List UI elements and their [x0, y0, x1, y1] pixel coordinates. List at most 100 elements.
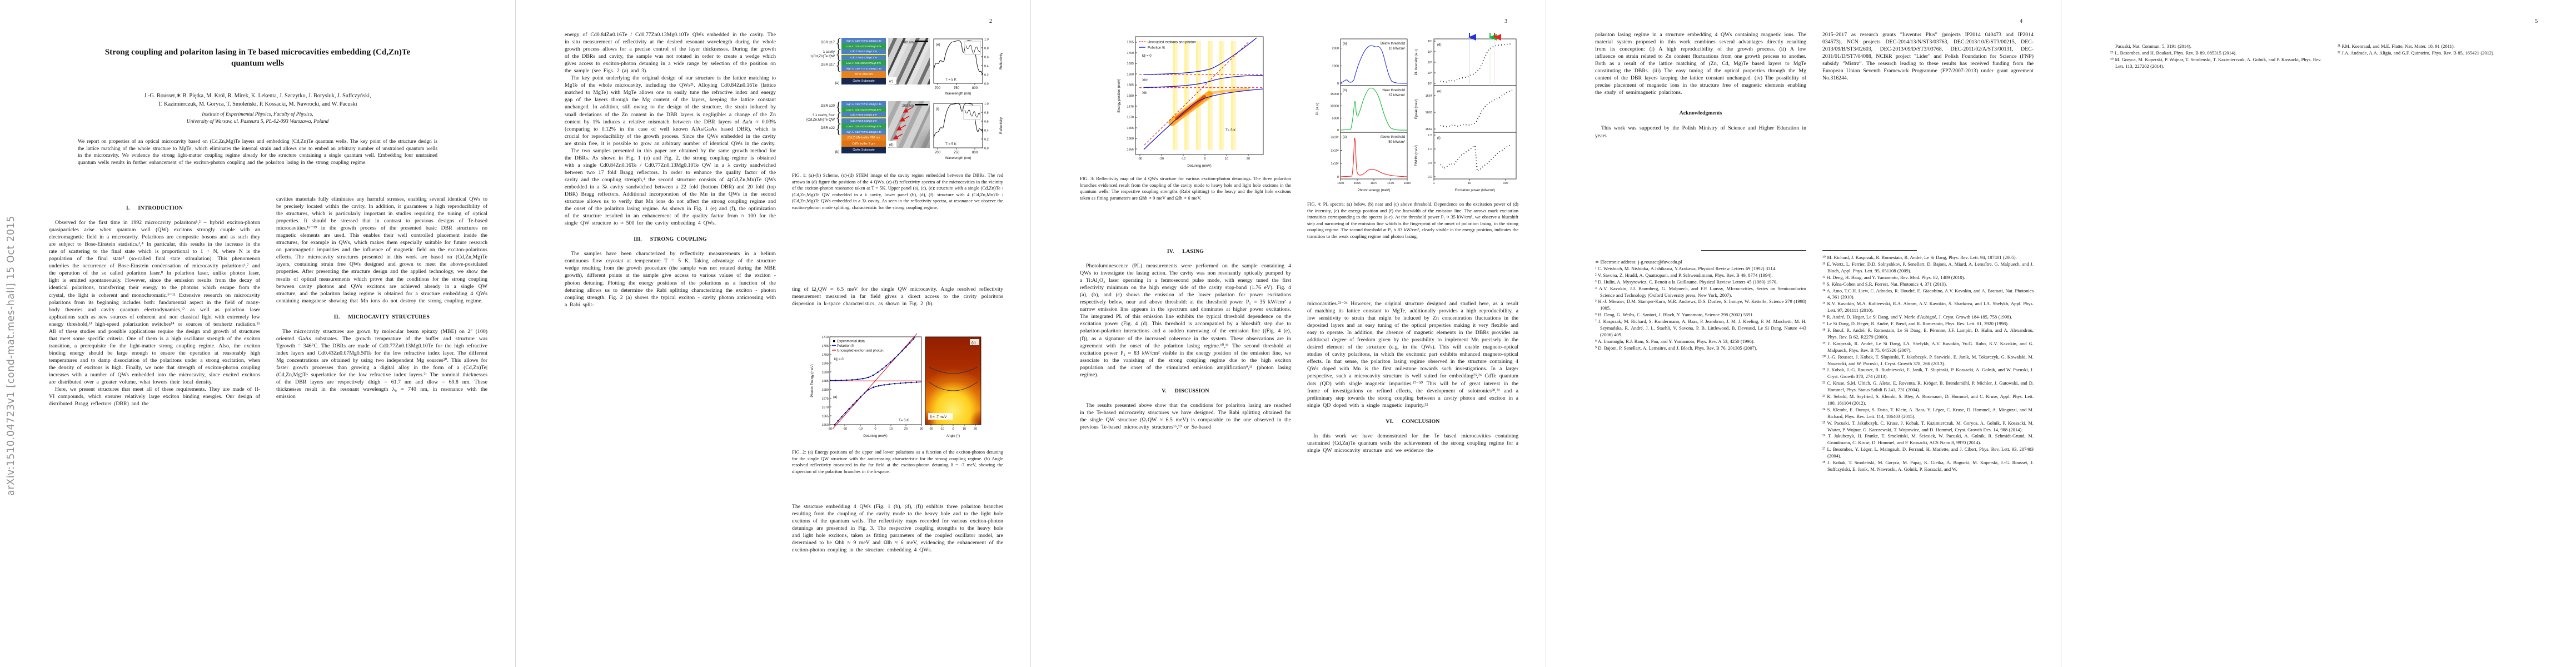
tick: 1670 — [822, 406, 829, 410]
layer: Cd0.77Zn0.13Mg0.1Te — [841, 49, 886, 54]
tick: 2x10⁵ — [1331, 149, 1339, 153]
tick: 1660 — [1337, 182, 1344, 185]
reference: ¹³ S. Kéna-Cohen and S.R. Forrest, Nat. … — [1822, 281, 1947, 287]
axis-label-reflectivity: Reflectivity — [999, 117, 1003, 134]
page3-right-column: microcavities.²²⁻²⁴ However, the origina… — [1307, 300, 1518, 611]
tick: 1x10⁵ — [1331, 162, 1339, 166]
tick: 1685 — [1127, 84, 1134, 87]
page4-right-column: 2015–2017 as research grants ”Iuventus P… — [1822, 31, 2034, 165]
axis-label-excitation-power: Excitation power (kW/cm²) — [1455, 188, 1495, 192]
fig1-panel-f-label: (f) — [936, 107, 939, 111]
angle-resolved-reflectivity-heatmap — [925, 337, 981, 425]
quantum-well-layer — [841, 54, 886, 55]
page-number: 2 — [989, 18, 993, 24]
layer: Cd0.77Zn0.13Mg0.1Te — [841, 112, 886, 117]
paragraph: Observed for the first time in 1992 micr… — [49, 220, 260, 386]
tick: -20 — [1159, 157, 1164, 161]
figure-3-caption: FIG. 3: Reflectivity map of the 4 QWs st… — [1080, 176, 1291, 201]
layer: CdTe buffer 2 μm — [841, 141, 886, 147]
tick: 0 — [874, 427, 876, 431]
tick: 700 — [935, 86, 941, 90]
tick: 5000 — [1332, 117, 1339, 120]
tick: 0.2 — [984, 74, 989, 77]
tick: 20 — [904, 427, 908, 431]
author-line1: J.-G. Rousset,∗ B. Piętka, M. Król, R. M… — [144, 93, 371, 99]
axis-label-photon-energy: Photon Energy (meV) — [810, 364, 814, 397]
layer: Low n: Cd0.43Zn0.07Mg0.5Te — [841, 123, 886, 129]
axis-label-energy-position: Energy position (meV) — [1117, 78, 1121, 112]
footnote-rule — [1822, 250, 1917, 251]
tick: 1660 — [1127, 137, 1134, 141]
tick: 1663 — [1426, 111, 1432, 115]
tick: -30 — [1138, 157, 1142, 161]
upper-polariton-fit — [829, 336, 916, 381]
tick: 1690 — [1127, 73, 1134, 76]
threshold-note: Above threshold — [1380, 135, 1405, 139]
paragraph: This work was supported by the Polish Mi… — [1595, 125, 1806, 139]
fig1-bracket-label: DBR x20 — [820, 104, 835, 108]
tick: 10⁷ — [1428, 39, 1432, 43]
page-number: 4 — [2020, 18, 2023, 24]
axis-label-epeak: Epeak (meV) — [1414, 99, 1418, 119]
reference: ¹⁶ R. André, D. Heger, Le Si Dang, and Y… — [1822, 314, 2012, 320]
reference-continuation: Pacuski, Nat. Commun. 5, 3191 (2014). — [2115, 43, 2192, 49]
tick: 1664 — [1426, 94, 1432, 98]
paragraph: cavities materials fully eliminates any … — [276, 196, 487, 304]
references-column-1: ∗ Electronic address: j-g.rousset@fuw.ed… — [1595, 259, 1806, 663]
tick: 1670 — [1127, 116, 1134, 120]
tick: 1710 — [822, 336, 829, 339]
tick: 0 — [1337, 129, 1339, 132]
k-parallel-label: k∥ = 0 — [1142, 54, 1152, 58]
reference: ⁴ A.V. Kavokin, J.J. Baumberg, G. Malpue… — [1595, 285, 1806, 298]
figure-2-caption: FIG. 2: (a) Energy positions of the uppe… — [792, 449, 1003, 474]
layer: High n: Cd0.77Zn0.13Mg0.1Te — [841, 129, 886, 135]
paragraph: energy of Cd0.84Zn0.16Te / Cd0.77Zn0.13M… — [565, 32, 776, 74]
figure-2: Experimental data Polariton fit Uncouple… — [792, 334, 1010, 444]
temperature-label: T = 5 K — [945, 78, 957, 82]
axis-label-wavelength: Wavelength (nm) — [945, 156, 971, 160]
reference: ² V. Savona, Z. Hradil, A. Quattropani, … — [1595, 272, 1773, 278]
reference: ²⁰ J.-G. Rousset, J. Kobak, T. Slupinski… — [1822, 354, 2034, 366]
tick: 1695 — [1127, 62, 1134, 66]
brace: { — [835, 48, 842, 62]
reflectivity-curve-e — [933, 40, 983, 75]
arxiv-stamp: arXiv:1510.04723v1 [cond-mat.mes-hall] 1… — [6, 215, 17, 496]
page-number: 5 — [2535, 18, 2538, 24]
tick: 1685 — [822, 380, 829, 383]
page3-left-column: IV. LASING Photoluminescence (PL) measur… — [1080, 239, 1291, 613]
tick: 1690 — [822, 371, 829, 374]
tick: 10000 — [1330, 105, 1339, 108]
tick: 0.2 — [984, 138, 989, 142]
page1-right-column: cavities materials fully eliminates any … — [276, 196, 487, 614]
figure-4: (a) Below threshold 10 kW/cm² (b) Near t… — [1307, 32, 1525, 196]
section-heading-strong-coupling: III. STRONG COUPLING — [634, 236, 707, 243]
figure-4-caption: FIG. 4: PL spectra: (a) below, (b) near … — [1307, 201, 1518, 239]
pl-spectrum-above-threshold — [1340, 138, 1408, 177]
layer: Cd0.77Zn0.13Mg0.1Te — [841, 118, 886, 123]
brace: { — [835, 37, 842, 51]
panel-label: (e) — [1437, 89, 1442, 93]
paragraph: ting of Ω₁QW ≈ 6.5 meV for the single QW… — [792, 286, 1003, 307]
tick: 1680 — [1404, 182, 1411, 185]
reference: ¹⁹ J. Kasprzak, R. André, Le Si Dang, I.… — [1822, 340, 2034, 353]
tick: 1.0 — [984, 38, 989, 42]
tick: 1665 — [822, 415, 829, 418]
paper-title: Strong coupling and polariton lasing in … — [50, 47, 465, 69]
section-heading-microcavity-structures: II. MICROCAVITY STRUCTURES — [333, 313, 430, 320]
fig1-bracket-label: 3 λ cavity, four — [812, 113, 835, 117]
threshold-note: 50 kW/cm² — [1388, 140, 1405, 144]
section-heading-discussion: V. DISCUSSION — [1162, 387, 1209, 394]
reference: ⁵ H.-J. Miesner, D.M. Stamper-Kurn, M.R.… — [1595, 298, 1806, 311]
tick: 1662 — [1426, 128, 1432, 131]
page-number: 3 — [1504, 18, 1508, 24]
threshold-note: 10 kW/cm² — [1388, 47, 1405, 51]
tick: 0.8 — [984, 112, 989, 115]
affiliation: Institute of Experimental Physics, Facul… — [39, 111, 476, 125]
reflectivity-map-heat — [1170, 41, 1237, 150]
tick: -30 — [828, 427, 832, 431]
legend-experimental-data: Experimental data — [837, 340, 865, 344]
experimental-points-lower — [834, 381, 922, 426]
brace: { — [835, 111, 842, 126]
reference: ¹ C. Weisbuch, M. Nishioka, A.Ishikawa, … — [1595, 265, 1777, 271]
